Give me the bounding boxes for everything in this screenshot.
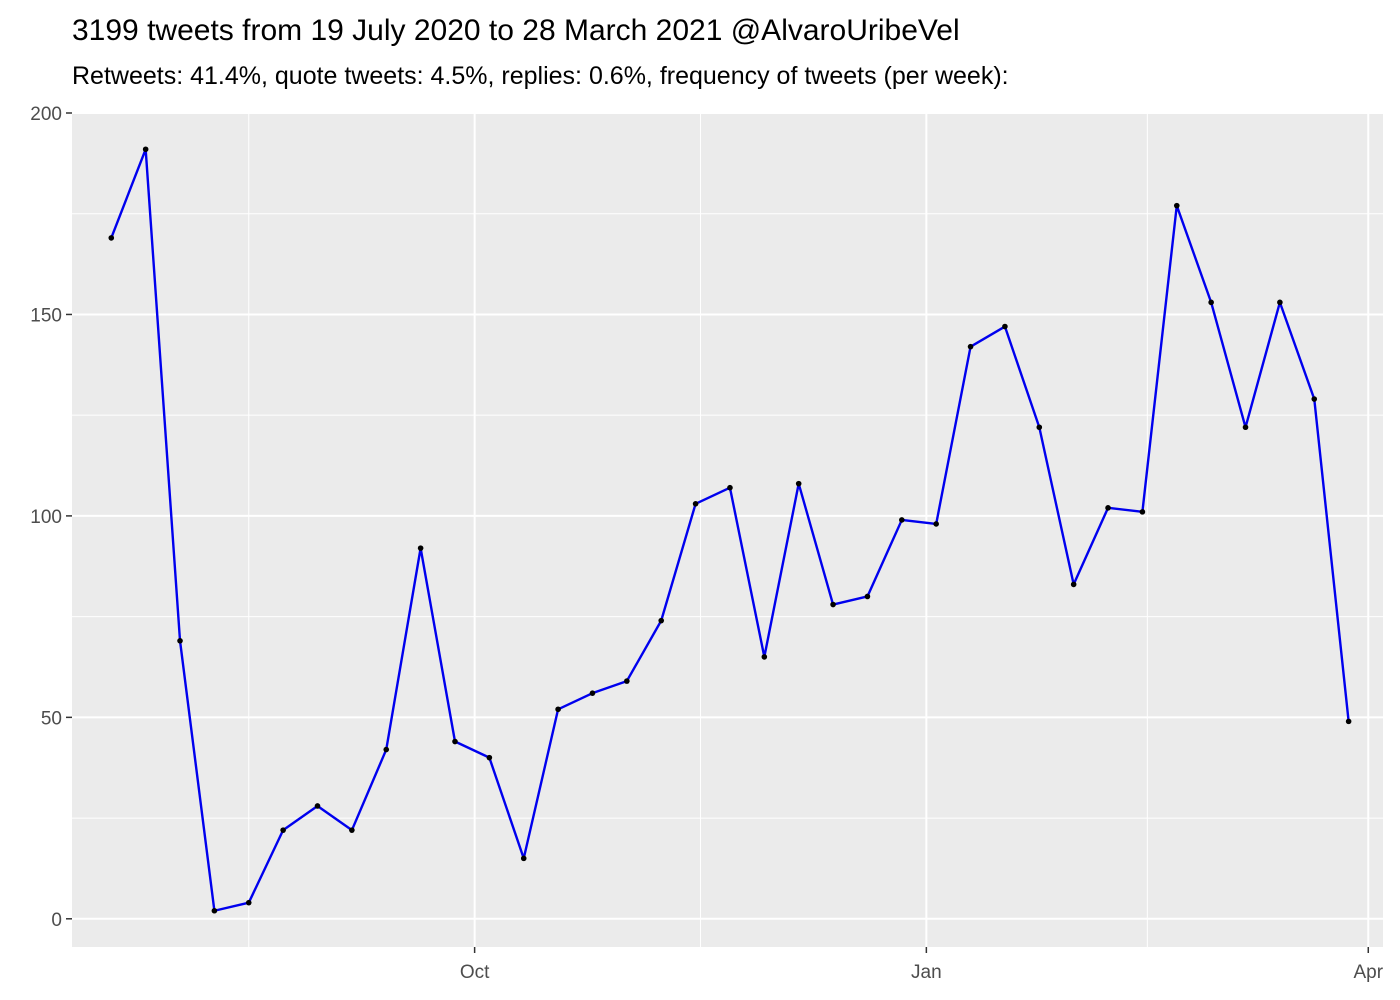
chart-subtitle: Retweets: 41.4%, quote tweets: 4.5%, rep…	[72, 62, 1009, 90]
data-point	[314, 803, 321, 809]
y-tick-label: 200	[30, 104, 62, 125]
data-point	[692, 501, 699, 507]
data-point	[1208, 299, 1214, 306]
data-point	[280, 827, 286, 833]
data-point	[967, 343, 974, 350]
data-point	[624, 678, 630, 684]
data-point	[658, 617, 665, 624]
data-point	[349, 827, 355, 833]
data-point	[245, 899, 252, 906]
x-tick-label: Oct	[460, 962, 490, 983]
data-point	[1242, 424, 1249, 431]
y-tick-label: 150	[30, 305, 62, 326]
data-point	[520, 855, 527, 862]
data-point	[589, 690, 596, 696]
plot-panel	[72, 113, 1383, 947]
major-gridlines	[72, 112, 1383, 947]
data-point	[864, 593, 871, 600]
y-tick-label: 100	[30, 507, 62, 528]
data-point	[452, 738, 458, 745]
x-axis: Oct Jan Apr	[460, 947, 1384, 983]
data-point	[1070, 581, 1077, 588]
data-point	[108, 235, 115, 241]
chart-title: 3199 tweets from 19 July 2020 to 28 Marc…	[72, 14, 960, 47]
data-point	[933, 521, 939, 527]
data-point	[795, 480, 802, 487]
data-point	[830, 601, 836, 608]
data-point	[899, 517, 905, 523]
data-point	[1139, 509, 1146, 515]
data-point	[555, 706, 561, 713]
data-point	[1173, 202, 1180, 209]
y-axis: 0 50 100 150 200	[30, 104, 72, 931]
data-point	[486, 754, 493, 761]
data-point	[1345, 718, 1352, 725]
data-point	[761, 654, 768, 660]
data-point	[1105, 505, 1111, 511]
data-point	[417, 545, 424, 551]
x-tick-label: Apr	[1353, 962, 1383, 983]
x-tick-label: Jan	[911, 962, 942, 983]
y-tick-label: 50	[41, 708, 62, 729]
data-point	[177, 637, 183, 644]
y-tick-label: 0	[51, 910, 62, 931]
data-point	[1311, 396, 1318, 402]
data-point	[142, 146, 149, 153]
data-point	[1277, 299, 1283, 306]
data-point	[1036, 424, 1043, 431]
minor-gridlines	[72, 113, 1383, 947]
data-point	[211, 907, 218, 914]
data-point	[383, 746, 390, 753]
data-points	[108, 146, 1352, 914]
data-point	[1002, 323, 1008, 330]
data-point	[727, 484, 733, 491]
